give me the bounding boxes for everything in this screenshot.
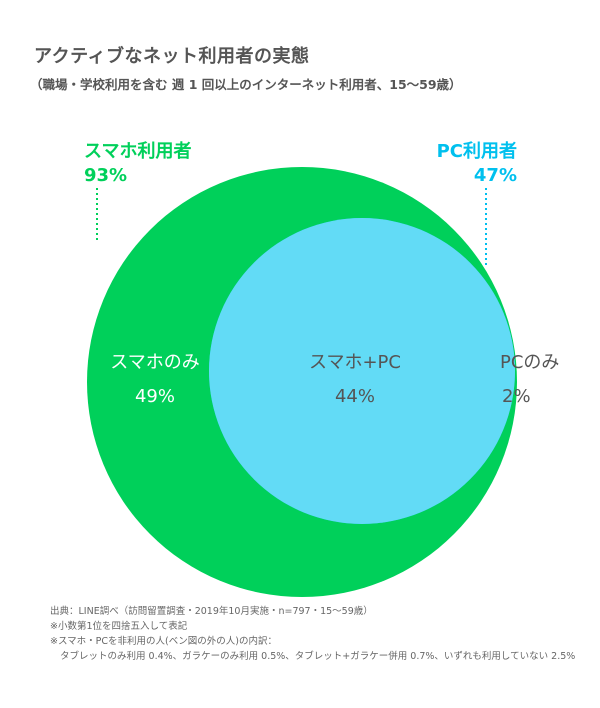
smartphone-only-label: スマホのみ [110,352,199,373]
both-value: 44% [335,386,375,407]
both-label: スマホ+PC [309,352,401,373]
footnote-breakdown: タブレットのみ利用 0.4%、ガラケーのみ利用 0.5%、タブレット+ガラケー併… [60,651,576,662]
footnote-source: 出典：LINE調べ（訪問留置調査・2019年10月実施・n=797・15〜59歳… [50,606,373,617]
footnote-breakdown-title: ※スマホ・PCを非利用の人(ベン図の外の人)の内訳： [50,636,277,647]
pc-users-name: PC利用者 [436,141,517,162]
pc-users-value: 47% [473,165,517,186]
smartphone-users-value: 93% [84,165,128,186]
chart-title: アクティブなネット利用者の実態 [34,46,310,67]
smartphone-only-value: 49% [135,386,175,407]
smartphone-users-label: スマホ利用者 93% [84,140,191,188]
pc-only-label: PCのみ [500,352,559,373]
overlap-region [209,218,515,524]
chart-subtitle: （職場・学校利用を含む 週 1 回以上のインターネット利用者、15〜59歳） [30,77,462,92]
smartphone-users-name: スマホ利用者 [84,141,192,162]
footnote-rounding: ※小数第1位を四捨五入して表記 [50,621,188,632]
footnotes: 出典：LINE調べ（訪問留置調査・2019年10月実施・n=797・15〜59歳… [50,604,575,664]
pc-users-label: PC利用者 47% [437,140,517,188]
pc-only-value: 2% [502,386,531,407]
